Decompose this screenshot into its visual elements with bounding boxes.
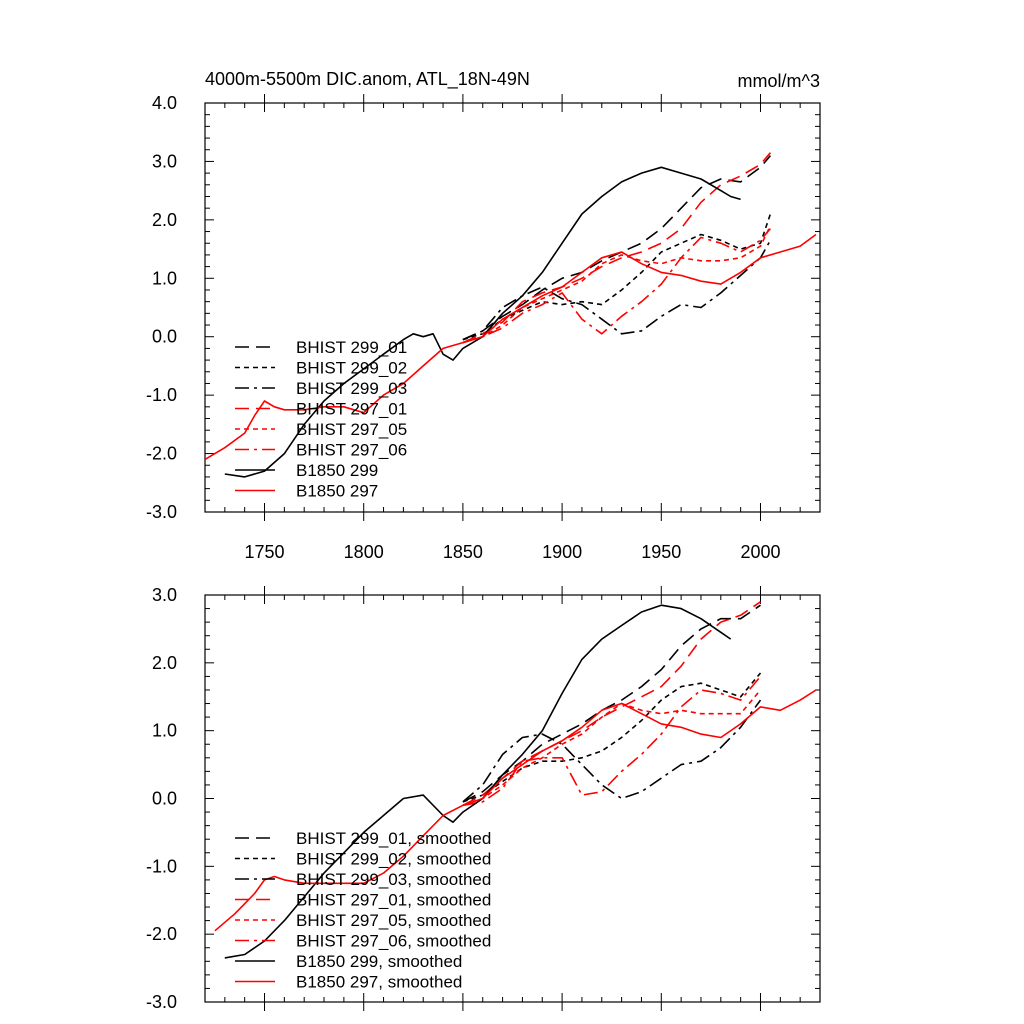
y-tick-label: -1.0 (146, 856, 177, 876)
series-line (462, 225, 772, 344)
legend-label: BHIST 299_03, smoothed (296, 870, 491, 889)
x-tick-label: 1950 (641, 542, 681, 562)
series-line (224, 166, 741, 478)
legend-label: BHIST 297_05 (296, 420, 407, 439)
series-line (462, 228, 772, 344)
top-panel: 4000m-5500m DIC.anom, ATL_18N-49N mmol/m… (146, 69, 821, 562)
units-label: mmol/m^3 (738, 71, 820, 91)
series-line (462, 213, 772, 341)
series-line (214, 689, 817, 932)
legend-label: BHIST 299_01, smoothed (296, 829, 491, 848)
legend-label: BHIST 297_06 (296, 441, 407, 460)
legend-label: BHIST 299_03 (296, 379, 407, 398)
y-tick-label: -3.0 (146, 502, 177, 522)
legend: BHIST 299_01, smoothed BHIST 299_02, smoo… (235, 829, 491, 992)
series-line (462, 689, 762, 807)
series-group (205, 152, 817, 478)
y-tick-label: 2.0 (152, 653, 177, 673)
x-tick-label: 1900 (542, 542, 582, 562)
plot-frame (204, 102, 821, 513)
series-group (214, 601, 817, 959)
y-tick-label: 0.0 (152, 789, 177, 809)
series-line (462, 699, 762, 803)
legend-label: B1850 297 (296, 482, 378, 501)
y-tick-label: -2.0 (146, 444, 177, 464)
x-tick-label: 1800 (344, 542, 384, 562)
series-line (462, 601, 761, 807)
series-line (224, 604, 732, 959)
series-line (462, 155, 772, 341)
y-tick-label: -3.0 (146, 992, 177, 1012)
series-line (462, 675, 762, 807)
y-tick-label: 1.0 (152, 268, 177, 288)
legend-label: B1850 297, smoothed (296, 973, 462, 992)
legend-label: B1850 299, smoothed (296, 952, 462, 971)
bottom-panel: -3.0 -2.0 -1.0 0.0 1.0 2.0 3.0 BHIST 299_01, sm… (146, 585, 821, 1012)
y-tick-label: 2.0 (152, 210, 177, 230)
y-tick-label: -1.0 (146, 385, 177, 405)
legend-label: BHIST 299_02, smoothed (296, 850, 491, 869)
series-line (205, 233, 817, 461)
legend-label: BHIST 297_01, smoothed (296, 891, 491, 910)
y-tick-label: 1.0 (152, 721, 177, 741)
legend-label: BHIST 299_01 (296, 338, 407, 357)
x-tick-label: 2000 (740, 542, 780, 562)
chart-title: 4000m-5500m DIC.anom, ATL_18N-49N (205, 69, 530, 90)
series-line (462, 239, 772, 341)
legend-label: BHIST 297_06, smoothed (296, 932, 491, 951)
x-tick-label: 1850 (443, 542, 483, 562)
series-line (462, 604, 761, 803)
y-tick-label: 4.0 (152, 93, 177, 113)
legend-label: BHIST 297_01 (296, 400, 407, 419)
series-line (462, 152, 772, 344)
y-tick-label: 3.0 (152, 151, 177, 171)
legend-label: BHIST 299_02 (296, 359, 407, 378)
y-tick-label: -2.0 (146, 924, 177, 944)
y-tick-label: 0.0 (152, 327, 177, 347)
x-tick-label: 1750 (244, 542, 284, 562)
legend-label: B1850 299 (296, 461, 378, 480)
y-tick-label: 3.0 (152, 585, 177, 605)
legend-label: BHIST 297_05, smoothed (296, 911, 491, 930)
